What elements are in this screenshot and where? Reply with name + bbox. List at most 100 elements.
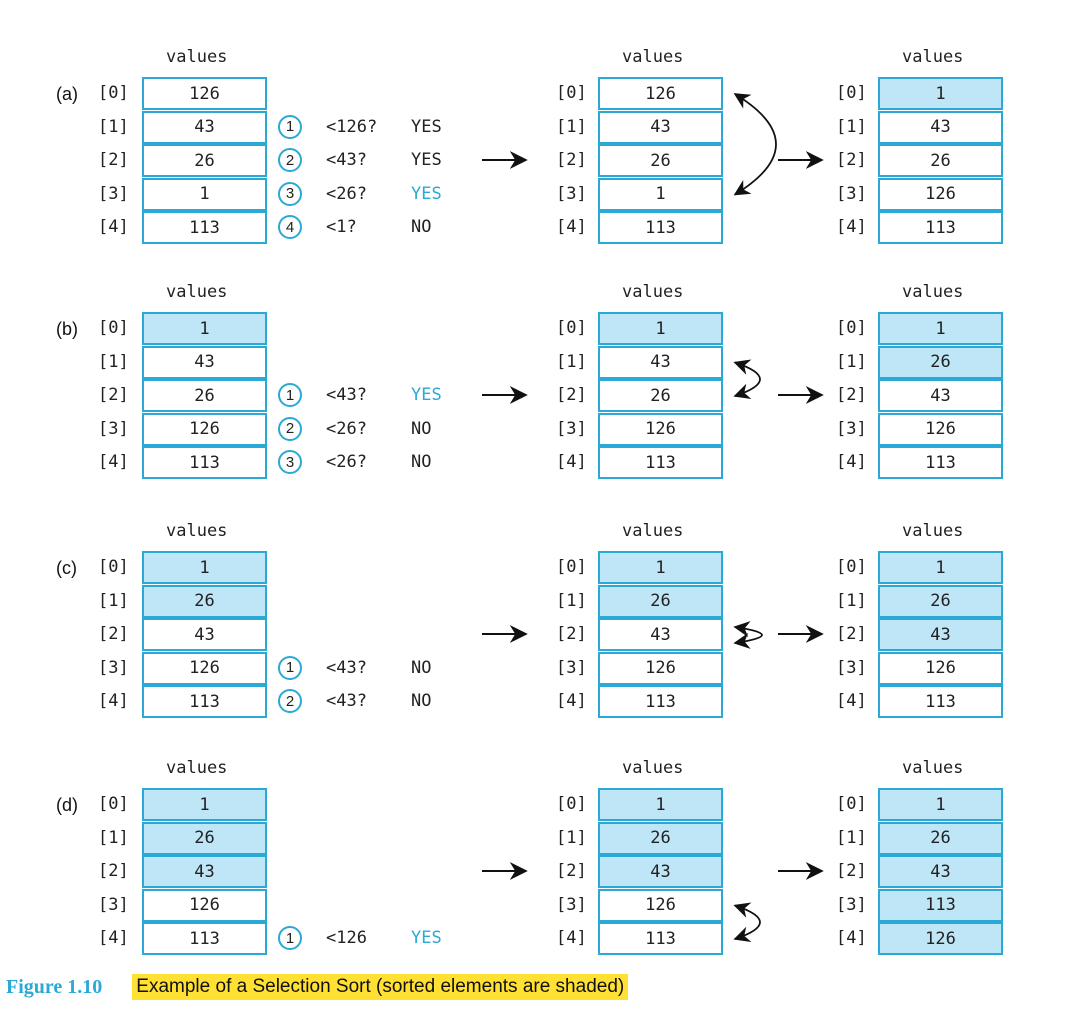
- array-title: values: [166, 758, 228, 778]
- index-label: [3]: [98, 894, 129, 915]
- array-initial-cell: 43: [142, 110, 267, 144]
- index-label: [3]: [836, 418, 867, 439]
- array-after-swap-cell: 113: [878, 211, 1003, 244]
- index-label: [3]: [836, 657, 867, 678]
- comparison-test: <126?: [326, 116, 378, 137]
- array-before-swap-cell: 126: [598, 888, 723, 922]
- array-before-swap-cell: 43: [598, 618, 723, 651]
- index-label: [2]: [556, 861, 587, 881]
- step-number-badge: 3: [278, 450, 302, 474]
- comparison-test: <43?: [326, 657, 367, 678]
- index-label: [4]: [556, 928, 587, 948]
- array-after-swap-cell: 113: [878, 446, 1003, 479]
- index-label: [0]: [836, 83, 867, 103]
- index-label: [2]: [556, 150, 587, 170]
- index-label: [2]: [98, 861, 129, 881]
- array-after-swap-cell: 126: [878, 412, 1003, 446]
- array-before-swap-cell: 126: [598, 651, 723, 685]
- index-label: [4]: [836, 217, 867, 237]
- index-label: [0]: [836, 557, 867, 577]
- array-after-swap-cell: 26: [878, 345, 1003, 379]
- step-number-badge: 1: [278, 383, 302, 407]
- step-number-badge: 2: [278, 148, 302, 172]
- array-after-swap-cell: 43: [878, 618, 1003, 651]
- array-before-swap-cell: 26: [598, 379, 723, 412]
- array-before-swap-cell: 26: [598, 144, 723, 177]
- index-label: [2]: [98, 385, 129, 405]
- array-before-swap-cell: 1: [598, 551, 723, 584]
- index-label: [3]: [98, 183, 129, 204]
- array-initial-cell: 43: [142, 618, 267, 651]
- comparison-result: NO: [411, 217, 432, 237]
- array-before-swap-cell: 1: [598, 312, 723, 345]
- comparison-test: <26?: [326, 183, 367, 204]
- index-label: [0]: [98, 318, 129, 338]
- array-before-swap-cell: 113: [598, 446, 723, 479]
- index-label: [4]: [556, 217, 587, 237]
- array-initial-cell: 26: [142, 144, 267, 177]
- index-label: [0]: [98, 83, 129, 103]
- comparison-test: <1?: [326, 217, 357, 237]
- index-label: [2]: [836, 385, 867, 405]
- array-before-swap-cell: 43: [598, 110, 723, 144]
- comparison-result: YES: [411, 150, 442, 170]
- index-label: [3]: [836, 183, 867, 204]
- array-initial-cell: 26: [142, 379, 267, 412]
- array-initial-cell: 113: [142, 922, 267, 955]
- array-before-swap-cell: 126: [598, 412, 723, 446]
- step-number-badge: 4: [278, 215, 302, 239]
- index-label: [3]: [556, 894, 587, 915]
- step-number-badge: 1: [278, 114, 302, 139]
- index-label: [1]: [836, 351, 867, 372]
- swap-arrow: [733, 359, 761, 400]
- index-label: [1]: [98, 827, 129, 848]
- index-label: [4]: [98, 691, 129, 711]
- index-label: [0]: [556, 83, 587, 103]
- index-label: [1]: [556, 827, 587, 848]
- panel-label: (d): [56, 795, 78, 815]
- index-label: [0]: [836, 318, 867, 338]
- array-initial-cell: 126: [142, 77, 267, 110]
- array-before-swap-cell: 26: [598, 584, 723, 618]
- array-before-swap-cell: 43: [598, 855, 723, 888]
- array-before-swap-cell: 113: [598, 685, 723, 718]
- array-title: values: [166, 282, 228, 302]
- index-label: [3]: [556, 657, 587, 678]
- array-initial-cell: 126: [142, 651, 267, 685]
- array-after-swap-cell: 43: [878, 110, 1003, 144]
- array-after-swap-cell: 1: [878, 788, 1003, 821]
- index-label: [2]: [836, 861, 867, 881]
- comparison-result: YES: [411, 928, 442, 948]
- array-title: values: [622, 758, 684, 778]
- index-label: [1]: [98, 590, 129, 611]
- index-label: [1]: [556, 590, 587, 611]
- index-label: [1]: [836, 827, 867, 848]
- array-initial-cell: 113: [142, 446, 267, 479]
- index-label: [2]: [836, 624, 867, 644]
- index-label: [3]: [98, 418, 129, 439]
- array-after-swap-cell: 1: [878, 312, 1003, 345]
- array-before-swap-cell: 26: [598, 821, 723, 855]
- comparison-result: NO: [411, 418, 432, 439]
- array-before-swap-cell: 43: [598, 345, 723, 379]
- index-label: [0]: [556, 794, 587, 814]
- array-initial-cell: 26: [142, 821, 267, 855]
- comparison-test: <43?: [326, 150, 367, 170]
- index-label: [1]: [836, 590, 867, 611]
- array-after-swap-cell: 26: [878, 584, 1003, 618]
- step-number-badge: 2: [278, 689, 302, 713]
- array-initial-cell: 1: [142, 788, 267, 821]
- array-after-swap-cell: 1: [878, 551, 1003, 584]
- index-label: [1]: [98, 116, 129, 137]
- comparison-test: <26?: [326, 418, 367, 439]
- array-title: values: [902, 47, 964, 67]
- array-before-swap-cell: 1: [598, 788, 723, 821]
- index-label: [0]: [556, 557, 587, 577]
- index-label: [3]: [556, 418, 587, 439]
- index-label: [0]: [836, 794, 867, 814]
- figure-caption-text: Example of a Selection Sort (sorted elem…: [132, 974, 629, 1000]
- array-title: values: [902, 758, 964, 778]
- index-label: [4]: [836, 691, 867, 711]
- array-after-swap-cell: 113: [878, 685, 1003, 718]
